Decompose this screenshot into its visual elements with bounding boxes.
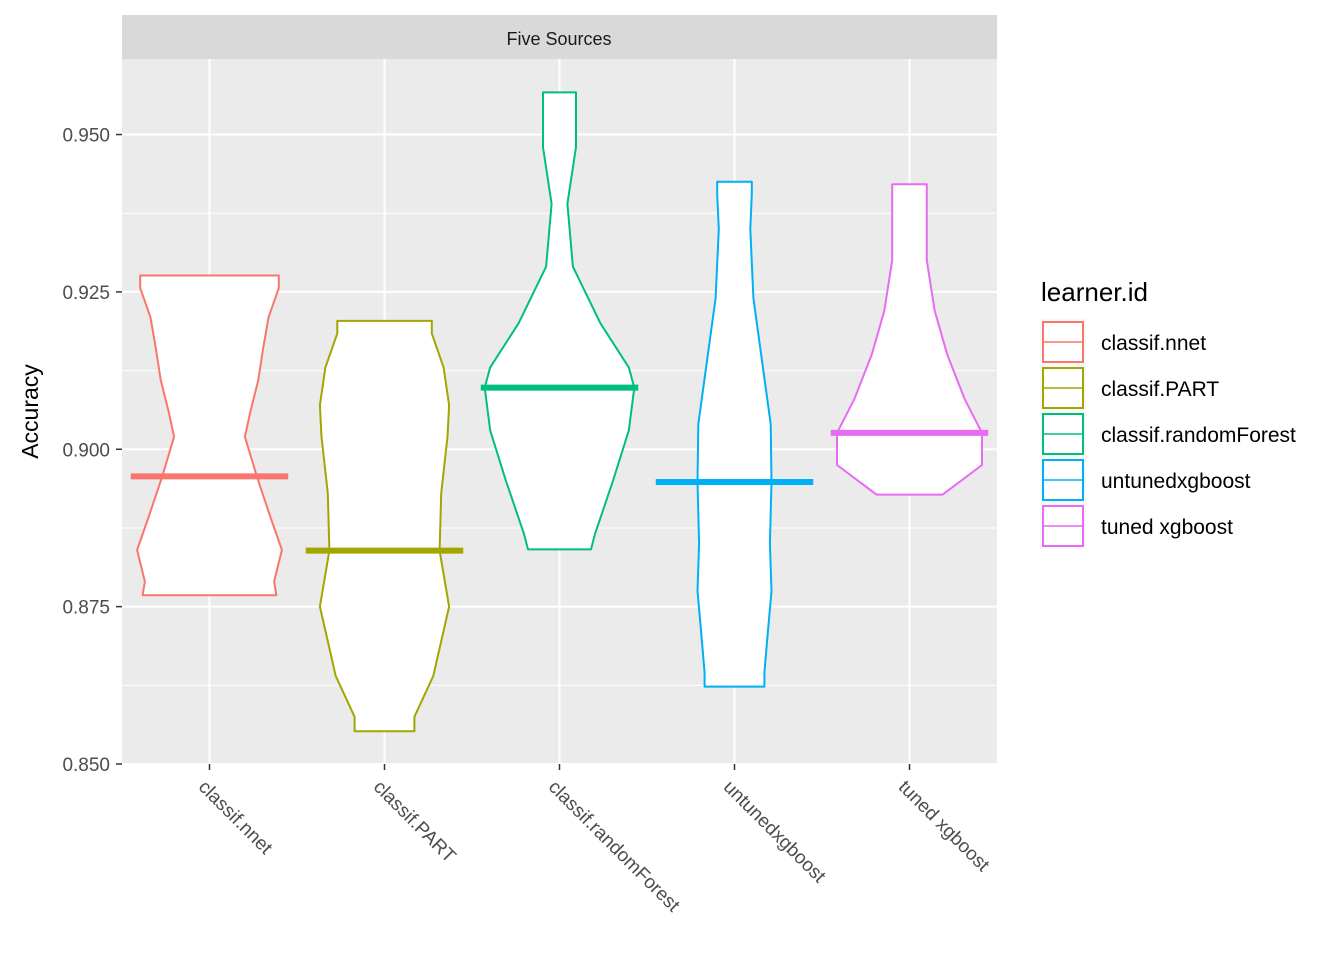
- legend-key: [1040, 319, 1086, 365]
- legend-key: [1040, 411, 1086, 457]
- violin-classif-part: [318, 319, 451, 733]
- legend-label: classif.nnet: [1101, 332, 1206, 355]
- legend-key: [1040, 503, 1086, 549]
- violin-untunedxgboost: [696, 180, 773, 688]
- facet-title: Five Sources: [506, 29, 611, 49]
- y-tick-label: 0.900: [62, 440, 110, 461]
- y-tick-label: 0.875: [62, 598, 110, 619]
- facet-strip: Five Sources: [122, 15, 997, 59]
- violin-tuned-xgboost: [836, 183, 983, 496]
- y-tick-label: 0.925: [62, 283, 110, 304]
- legend-key: [1040, 457, 1086, 503]
- legend-label: classif.PART: [1101, 378, 1219, 401]
- y-tick-label: 0.850: [62, 755, 110, 776]
- legend: learner.id classif.nnet classif.PART class…: [1040, 277, 1296, 549]
- facet-strip-background: [122, 15, 997, 59]
- legend-label: tuned xgboost: [1101, 516, 1233, 539]
- legend-label: classif.randomForest: [1101, 424, 1296, 447]
- y-tick-label: 0.950: [62, 126, 110, 147]
- violins: [130, 91, 989, 733]
- legend-title: learner.id: [1041, 277, 1148, 307]
- y-axis: 0.850 0.875 0.900 0.925 0.950: [62, 126, 122, 776]
- legend-key: [1040, 365, 1086, 411]
- y-axis-title: Accuracy: [17, 364, 43, 459]
- legend-label: untunedxgboost: [1101, 470, 1251, 493]
